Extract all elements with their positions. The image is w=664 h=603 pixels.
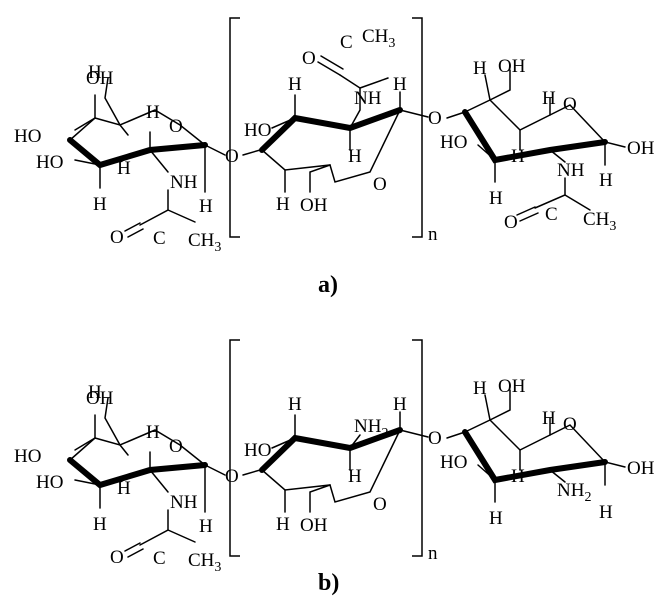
- ring-oxygen: O: [373, 174, 387, 195]
- atom-h: H: [288, 74, 302, 95]
- atom-ho: HO: [36, 152, 63, 173]
- ring-oxygen: O: [169, 116, 183, 137]
- repeat-count-n: n: [428, 543, 438, 564]
- panel-b-ring-right-labels: H OH HO H H H O OH NH2 H: [440, 376, 655, 529]
- panel-b-repeat-bracket: n: [229, 339, 438, 564]
- atom-h: H: [146, 102, 160, 123]
- linking-oxygen: O: [428, 428, 442, 449]
- atom-h: H: [348, 466, 362, 487]
- ring-oxygen: O: [373, 494, 387, 515]
- atom-nh2: NH2: [354, 416, 388, 441]
- atom-h: H: [276, 514, 290, 535]
- atom-oh: OH: [627, 138, 655, 159]
- atom-nh: NH: [170, 492, 198, 513]
- atom-h: H: [542, 88, 556, 109]
- atom-h: H: [146, 422, 160, 443]
- panel-a: H OH HO HO H H H O NH O C CH3 H O n: [14, 17, 655, 298]
- atom-h: H: [511, 466, 525, 487]
- panel-a-ring-right: [446, 69, 626, 222]
- atom-c: C: [340, 32, 353, 53]
- atom-ch3: CH3: [188, 550, 221, 575]
- atom-h: H: [511, 146, 525, 167]
- atom-h: H: [489, 188, 503, 209]
- atom-ch3: CH3: [362, 26, 395, 51]
- atom-h: H: [542, 408, 556, 429]
- atom-ho: HO: [440, 452, 467, 473]
- atom-oh: OH: [86, 68, 114, 89]
- atom-oh: OH: [498, 56, 526, 77]
- atom-nh: NH: [170, 172, 198, 193]
- atom-h: H: [489, 508, 503, 529]
- linking-oxygen: O: [225, 146, 239, 167]
- atom-oh: OH: [86, 388, 114, 409]
- panel-a-repeat-bracket: n: [229, 17, 438, 245]
- atom-ho: HO: [14, 446, 41, 467]
- atom-o: O: [302, 48, 316, 69]
- panel-a-ring-right-labels: H OH HO H H H O OH NH H O C CH3: [440, 56, 655, 234]
- atom-h: H: [117, 158, 131, 179]
- panel-a-ring-middle: [242, 55, 429, 193]
- caption-a: a): [318, 272, 338, 298]
- atom-h: H: [88, 382, 102, 403]
- atom-h: H: [473, 58, 487, 79]
- atom-h: H: [117, 478, 131, 499]
- atom-h: H: [88, 62, 102, 83]
- atom-ch3: CH3: [583, 209, 616, 234]
- atom-nh2: NH2: [557, 480, 591, 505]
- atom-h: H: [276, 194, 290, 215]
- atom-h: H: [599, 170, 613, 191]
- atom-oh: OH: [498, 376, 526, 397]
- atom-c: C: [153, 228, 166, 249]
- caption-b: b): [318, 570, 339, 596]
- panel-a-ring-middle-labels: H HO H OH H O NH O C CH3 H O: [244, 26, 442, 216]
- atom-o: O: [504, 212, 518, 233]
- atom-nh: NH: [557, 160, 585, 181]
- repeat-count-n: n: [428, 224, 438, 245]
- panel-a-ring-left: [67, 77, 226, 238]
- panel-a-ring-left-labels: H OH HO HO H H H O NH O C CH3 H O: [14, 62, 239, 255]
- atom-ho: HO: [440, 132, 467, 153]
- atom-oh: OH: [300, 195, 328, 216]
- atom-ho: HO: [244, 440, 271, 461]
- ring-oxygen: O: [563, 414, 577, 435]
- atom-oh: OH: [300, 515, 328, 536]
- ring-oxygen: O: [563, 94, 577, 115]
- atom-h: H: [93, 194, 107, 215]
- atom-ho: HO: [244, 120, 271, 141]
- ring-oxygen: O: [169, 436, 183, 457]
- panel-b-ring-right: [446, 389, 626, 503]
- atom-h: H: [393, 394, 407, 415]
- atom-h: H: [199, 516, 213, 537]
- atom-h: H: [473, 378, 487, 399]
- atom-h: H: [93, 514, 107, 535]
- panel-b-ring-middle: [242, 411, 429, 513]
- panel-b-ring-middle-labels: H HO H OH H O NH2 H O: [244, 394, 442, 536]
- atom-c: C: [153, 548, 166, 569]
- atom-ho: HO: [14, 126, 41, 147]
- panel-b-ring-left: [67, 397, 226, 558]
- panel-b: H OH HO HO H H H O NH O C CH3 H O n: [14, 339, 655, 596]
- atom-h: H: [199, 196, 213, 217]
- atom-nh: NH: [354, 88, 382, 109]
- panel-b-ring-left-labels: H OH HO HO H H H O NH O C CH3 H O: [14, 382, 239, 575]
- atom-o: O: [110, 547, 124, 568]
- linking-oxygen: O: [225, 466, 239, 487]
- linking-oxygen: O: [428, 108, 442, 129]
- atom-h: H: [348, 146, 362, 167]
- atom-ho: HO: [36, 472, 63, 493]
- atom-ch3: CH3: [188, 230, 221, 255]
- atom-c: C: [545, 204, 558, 225]
- atom-h: H: [599, 502, 613, 523]
- atom-oh: OH: [627, 458, 655, 479]
- atom-o: O: [110, 227, 124, 248]
- atom-h: H: [393, 74, 407, 95]
- atom-h: H: [288, 394, 302, 415]
